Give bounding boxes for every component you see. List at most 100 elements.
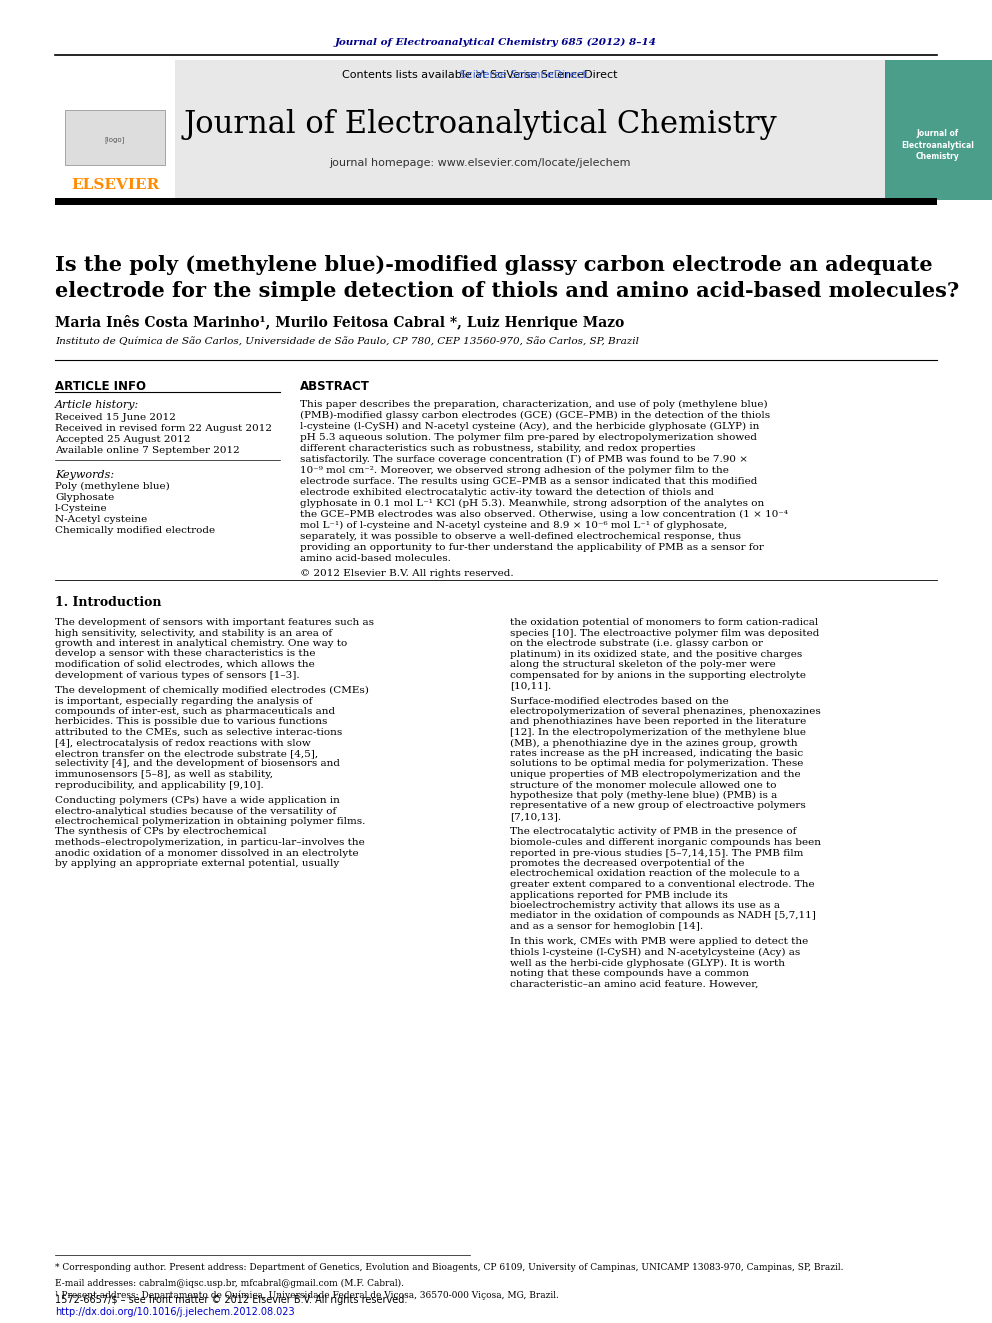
Text: (PMB)-modified glassy carbon electrodes (GCE) (GCE–PMB) in the detection of the : (PMB)-modified glassy carbon electrodes …	[300, 411, 770, 421]
Text: ABSTRACT: ABSTRACT	[300, 380, 370, 393]
Text: Chemically modified electrode: Chemically modified electrode	[55, 527, 215, 534]
Text: reproducibility, and applicability [9,10].: reproducibility, and applicability [9,10…	[55, 781, 264, 790]
Text: biomole-cules and different inorganic compounds has been: biomole-cules and different inorganic co…	[510, 837, 821, 847]
Text: Glyphosate: Glyphosate	[55, 493, 114, 501]
Text: electrochemical oxidation reaction of the molecule to a: electrochemical oxidation reaction of th…	[510, 869, 800, 878]
Text: compounds of inter-est, such as pharmaceuticals and: compounds of inter-est, such as pharmace…	[55, 706, 335, 716]
Text: Received 15 June 2012: Received 15 June 2012	[55, 413, 176, 422]
Text: anodic oxidation of a monomer dissolved in an electrolyte: anodic oxidation of a monomer dissolved …	[55, 848, 359, 857]
Text: species [10]. The electroactive polymer film was deposited: species [10]. The electroactive polymer …	[510, 628, 819, 638]
Text: http://dx.doi.org/10.1016/j.jelechem.2012.08.023: http://dx.doi.org/10.1016/j.jelechem.201…	[55, 1307, 295, 1316]
Text: Conducting polymers (CPs) have a wide application in: Conducting polymers (CPs) have a wide ap…	[55, 796, 340, 806]
Text: l-Cysteine: l-Cysteine	[55, 504, 107, 513]
Bar	[55, 60, 885, 200]
Text: noting that these compounds have a common: noting that these compounds have a commo…	[510, 968, 749, 978]
Text: thiols l-cysteine (l-CySH) and N-acetylcysteine (Acy) as: thiols l-cysteine (l-CySH) and N-acetylc…	[510, 949, 801, 957]
Text: electron transfer on the electrode substrate [4,5],: electron transfer on the electrode subst…	[55, 749, 318, 758]
Text: structure of the monomer molecule allowed one to: structure of the monomer molecule allowe…	[510, 781, 777, 790]
Text: amino acid-based molecules.: amino acid-based molecules.	[300, 554, 451, 564]
Text: Instituto de Química de São Carlos, Universidade de São Paulo, CP 780, CEP 13560: Instituto de Química de São Carlos, Univ…	[55, 337, 639, 347]
Text: attributed to the CMEs, such as selective interac-tions: attributed to the CMEs, such as selectiv…	[55, 728, 342, 737]
Text: (MB), a phenothiazine dye in the azines group, growth: (MB), a phenothiazine dye in the azines …	[510, 738, 798, 747]
Text: satisfactorily. The surface coverage concentration (Γ) of PMB was found to be 7.: satisfactorily. The surface coverage con…	[300, 455, 748, 464]
Text: by applying an appropriate external potential, usually: by applying an appropriate external pote…	[55, 859, 339, 868]
Text: Surface-modified electrodes based on the: Surface-modified electrodes based on the	[510, 696, 729, 705]
Text: Article history:: Article history:	[55, 400, 139, 410]
Text: [7,10,13].: [7,10,13].	[510, 812, 561, 822]
Text: providing an opportunity to fur-ther understand the applicability of PMB as a se: providing an opportunity to fur-ther und…	[300, 542, 764, 552]
Text: mol L⁻¹) of l-cysteine and N-acetyl cysteine and 8.9 × 10⁻⁶ mol L⁻¹ of glyphosat: mol L⁻¹) of l-cysteine and N-acetyl cyst…	[300, 521, 727, 531]
Text: growth and interest in analytical chemistry. One way to: growth and interest in analytical chemis…	[55, 639, 347, 648]
Text: solutions to be optimal media for polymerization. These: solutions to be optimal media for polyme…	[510, 759, 804, 769]
Text: 1. Introduction: 1. Introduction	[55, 595, 162, 609]
Text: promotes the decreased overpotential of the: promotes the decreased overpotential of …	[510, 859, 745, 868]
Text: pH 5.3 aqueous solution. The polymer film pre-pared by electropolymerization sho: pH 5.3 aqueous solution. The polymer fil…	[300, 433, 757, 442]
Text: electrode surface. The results using GCE–PMB as a sensor indicated that this mod: electrode surface. The results using GCE…	[300, 478, 757, 486]
Text: [12]. In the electropolymerization of the methylene blue: [12]. In the electropolymerization of th…	[510, 728, 806, 737]
Text: representative of a new group of electroactive polymers: representative of a new group of electro…	[510, 802, 806, 811]
Text: electrochemical polymerization in obtaining polymer films.: electrochemical polymerization in obtain…	[55, 818, 365, 826]
Text: characteristic–an amino acid feature. However,: characteristic–an amino acid feature. Ho…	[510, 979, 758, 988]
Text: rates increase as the pH increased, indicating the basic: rates increase as the pH increased, indi…	[510, 749, 804, 758]
Text: the GCE–PMB electrodes was also observed. Otherwise, using a low concentration (: the GCE–PMB electrodes was also observed…	[300, 509, 788, 519]
Text: journal homepage: www.elsevier.com/locate/jelechem: journal homepage: www.elsevier.com/locat…	[329, 157, 631, 168]
Text: different characteristics such as robustness, stability, and redox properties: different characteristics such as robust…	[300, 445, 695, 452]
Bar	[55, 60, 175, 200]
Text: The development of chemically modified electrodes (CMEs): The development of chemically modified e…	[55, 687, 369, 695]
Text: l-cysteine (l-CySH) and N-acetyl cysteine (Acy), and the herbicide glyphosate (G: l-cysteine (l-CySH) and N-acetyl cystein…	[300, 422, 759, 431]
Text: ¹ Present address: Departamento de Química, Universidade Federal de Viçosa, 3657: ¹ Present address: Departamento de Quími…	[55, 1290, 558, 1299]
Text: immunosensors [5–8], as well as stability,: immunosensors [5–8], as well as stabilit…	[55, 770, 273, 779]
Text: selectivity [4], and the development of biosensors and: selectivity [4], and the development of …	[55, 759, 340, 769]
Text: platinum) in its oxidized state, and the positive charges: platinum) in its oxidized state, and the…	[510, 650, 803, 659]
Text: [4], electrocatalysis of redox reactions with slow: [4], electrocatalysis of redox reactions…	[55, 738, 310, 747]
Text: © 2012 Elsevier B.V. All rights reserved.: © 2012 Elsevier B.V. All rights reserved…	[300, 569, 514, 578]
Text: reported in pre-vious studies [5–7,14,15]. The PMB film: reported in pre-vious studies [5–7,14,15…	[510, 848, 804, 857]
Text: [logo]: [logo]	[105, 136, 125, 143]
Text: along the structural skeleton of the poly-mer were: along the structural skeleton of the pol…	[510, 660, 776, 669]
Text: E-mail addresses: cabralm@iqsc.usp.br, mfcabral@gmail.com (M.F. Cabral).: E-mail addresses: cabralm@iqsc.usp.br, m…	[55, 1279, 404, 1289]
Text: 1572-6657/$ – see front matter © 2012 Elsevier B.V. All rights reserved.: 1572-6657/$ – see front matter © 2012 El…	[55, 1295, 408, 1304]
Text: ELSEVIER: ELSEVIER	[70, 179, 159, 192]
Text: electrode exhibited electrocatalytic activ-ity toward the detection of thiols an: electrode exhibited electrocatalytic act…	[300, 488, 714, 497]
Text: unique properties of MB electropolymerization and the: unique properties of MB electropolymeriz…	[510, 770, 801, 779]
Text: bioelectrochemistry activity that allows its use as a: bioelectrochemistry activity that allows…	[510, 901, 780, 910]
Text: In this work, CMEs with PMB were applied to detect the: In this work, CMEs with PMB were applied…	[510, 938, 808, 946]
Text: electro-analytical studies because of the versatility of: electro-analytical studies because of th…	[55, 807, 336, 815]
Text: Received in revised form 22 August 2012: Received in revised form 22 August 2012	[55, 423, 272, 433]
Text: greater extent compared to a conventional electrode. The: greater extent compared to a conventiona…	[510, 880, 814, 889]
Text: hypothesize that poly (methy-lene blue) (PMB) is a: hypothesize that poly (methy-lene blue) …	[510, 791, 778, 800]
Text: SciVerse ScienceDirect: SciVerse ScienceDirect	[373, 70, 587, 79]
Text: electropolymerization of several phenazines, phenoxazines: electropolymerization of several phenazi…	[510, 706, 820, 716]
Text: Poly (methylene blue): Poly (methylene blue)	[55, 482, 170, 491]
Text: methods–electropolymerization, in particu-lar–involves the: methods–electropolymerization, in partic…	[55, 837, 365, 847]
Text: The synthesis of CPs by electrochemical: The synthesis of CPs by electrochemical	[55, 827, 267, 836]
Text: Available online 7 September 2012: Available online 7 September 2012	[55, 446, 240, 455]
Text: separately, it was possible to observe a well-defined electrochemical response, : separately, it was possible to observe a…	[300, 532, 741, 541]
Text: mediator in the oxidation of compounds as NADH [5,7,11]: mediator in the oxidation of compounds a…	[510, 912, 815, 921]
Text: N-Acetyl cysteine: N-Acetyl cysteine	[55, 515, 147, 524]
Text: is important, especially regarding the analysis of: is important, especially regarding the a…	[55, 696, 312, 705]
Bar	[65, 110, 165, 165]
Text: development of various types of sensors [1–3].: development of various types of sensors …	[55, 671, 300, 680]
Text: ARTICLE INFO: ARTICLE INFO	[55, 380, 146, 393]
Text: and as a sensor for hemoglobin [14].: and as a sensor for hemoglobin [14].	[510, 922, 703, 931]
Text: Journal of
Electroanalytical
Chemistry: Journal of Electroanalytical Chemistry	[902, 128, 974, 161]
Bar	[55, 198, 937, 205]
Text: [10,11].: [10,11].	[510, 681, 552, 691]
Text: develop a sensor with these characteristics is the: develop a sensor with these characterist…	[55, 650, 315, 659]
Text: and phenothiazines have been reported in the literature: and phenothiazines have been reported in…	[510, 717, 806, 726]
Text: compensated for by anions in the supporting electrolyte: compensated for by anions in the support…	[510, 671, 806, 680]
Text: Contents lists available at SciVerse ScienceDirect: Contents lists available at SciVerse Sci…	[342, 70, 618, 79]
Text: on the electrode substrate (i.e. glassy carbon or: on the electrode substrate (i.e. glassy …	[510, 639, 763, 648]
Text: This paper describes the preparation, characterization, and use of poly (methyle: This paper describes the preparation, ch…	[300, 400, 768, 409]
Text: Journal of Electroanalytical Chemistry 685 (2012) 8–14: Journal of Electroanalytical Chemistry 6…	[335, 37, 657, 46]
Text: The development of sensors with important features such as: The development of sensors with importan…	[55, 618, 374, 627]
Text: Accepted 25 August 2012: Accepted 25 August 2012	[55, 435, 190, 445]
Text: * Corresponding author. Present address: Department of Genetics, Evolution and B: * Corresponding author. Present address:…	[55, 1263, 843, 1271]
Text: herbicides. This is possible due to various functions: herbicides. This is possible due to vari…	[55, 717, 327, 726]
Text: well as the herbi-cide glyphosate (GLYP). It is worth: well as the herbi-cide glyphosate (GLYP)…	[510, 958, 785, 967]
Text: Journal of Electroanalytical Chemistry: Journal of Electroanalytical Chemistry	[184, 110, 777, 140]
Text: Keywords:: Keywords:	[55, 470, 114, 480]
Text: modification of solid electrodes, which allows the: modification of solid electrodes, which …	[55, 660, 314, 669]
Text: 10⁻⁹ mol cm⁻². Moreover, we observed strong adhesion of the polymer film to the: 10⁻⁹ mol cm⁻². Moreover, we observed str…	[300, 466, 729, 475]
